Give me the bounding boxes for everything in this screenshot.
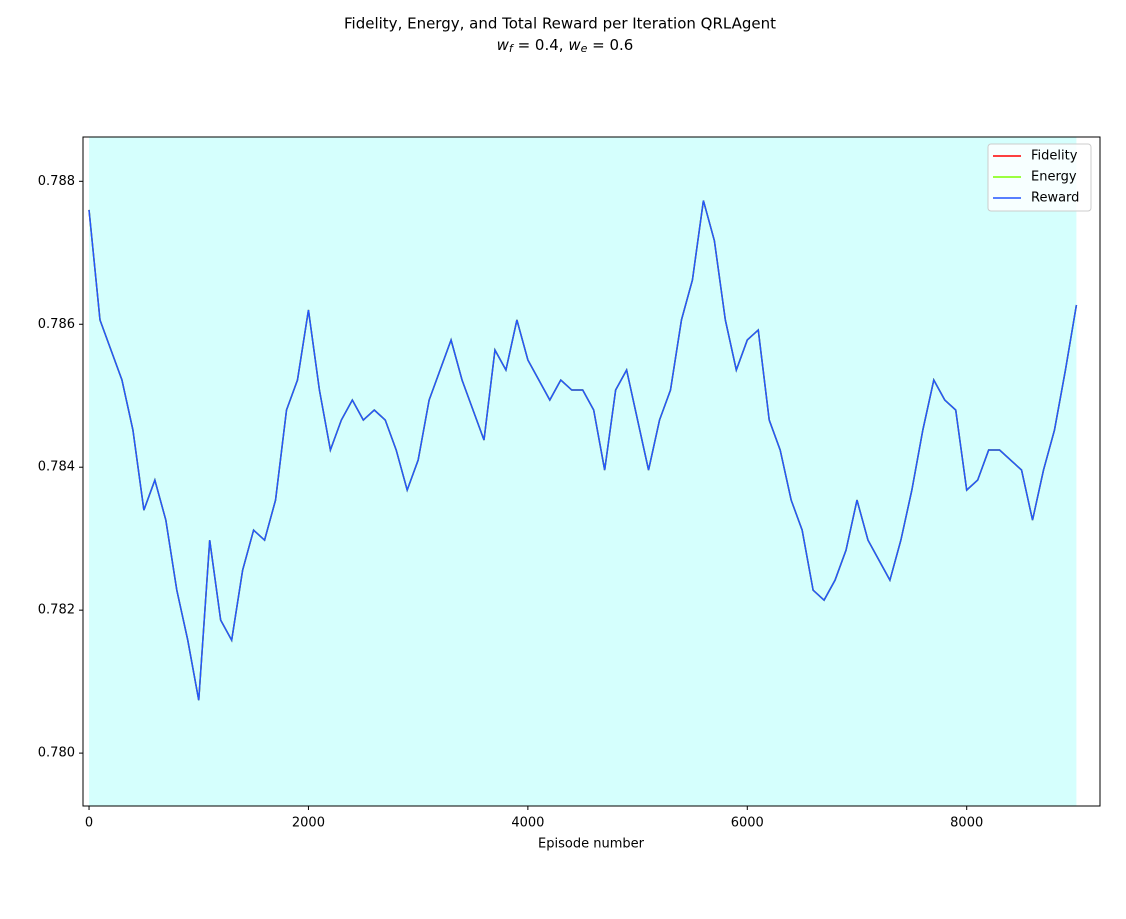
equals: = [587, 36, 609, 54]
y-tick-label: 0.782 [38, 603, 75, 618]
x-axis-label: Episode number [538, 837, 645, 852]
x-tick-label: 4000 [511, 816, 544, 831]
plot-frame [82, 136, 1101, 807]
weight-value: 0.4 [535, 36, 559, 54]
weight-value: 0.6 [609, 36, 633, 54]
weight-subscript: f [509, 42, 515, 55]
separator: , [559, 36, 569, 54]
x-tick-label: 8000 [950, 816, 983, 831]
equals: = [513, 36, 535, 54]
weight-subscript: e [581, 42, 588, 55]
x-tick-label: 2000 [292, 816, 325, 831]
chart-subtitle: wf = 0.4, we = 0.6 [497, 36, 634, 56]
legend-box [987, 143, 1092, 212]
y-tick-label: 0.784 [38, 460, 75, 475]
legend-label: Reward [1031, 191, 1079, 206]
highlight-span [89, 137, 1077, 806]
chart-title: Fidelity, Energy, and Total Reward per I… [344, 15, 776, 33]
x-tick-label: 6000 [731, 816, 764, 831]
weight-symbol: w [568, 36, 581, 54]
series-line [88, 200, 1078, 701]
weight-symbol: w [497, 36, 510, 54]
y-tick-label: 0.786 [38, 317, 75, 332]
y-tick-label: 0.788 [38, 174, 75, 189]
x-tick-label: 0 [85, 816, 93, 831]
legend-label: Energy [1031, 170, 1077, 185]
legend-label: Fidelity [1031, 149, 1078, 164]
y-tick-label: 0.780 [38, 746, 75, 761]
